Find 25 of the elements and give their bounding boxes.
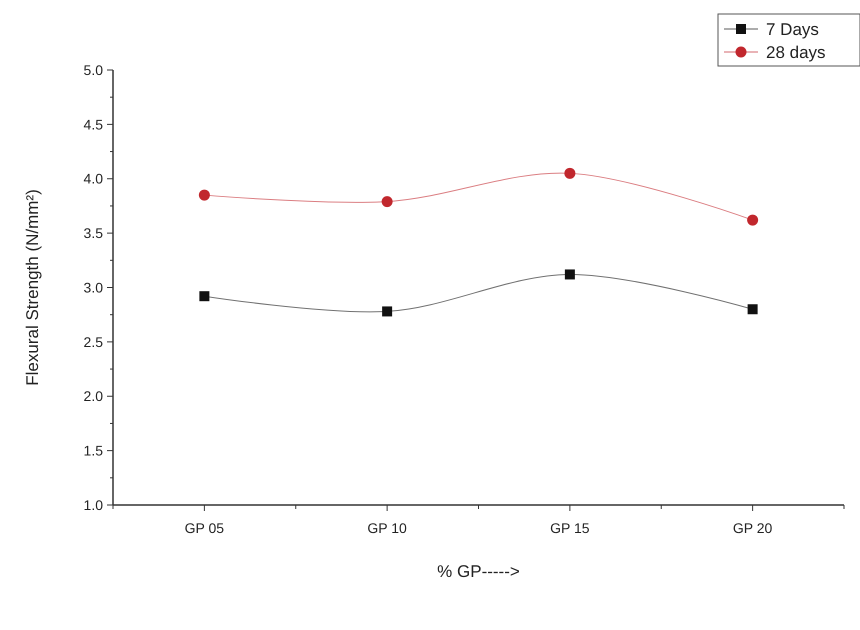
y-tick-label: 4.5	[84, 116, 104, 132]
y-tick-label: 2.5	[84, 334, 104, 350]
x-tick-label: GP 10	[367, 520, 408, 536]
y-axis-title: Flexural Strength (N/mm²)	[23, 189, 42, 386]
x-tick-label: GP 15	[550, 520, 590, 536]
y-tick-label: 3.0	[84, 279, 104, 296]
y-tick-label: 4.0	[84, 170, 104, 187]
x-axis-title: % GP----->	[437, 562, 520, 581]
y-tick-label: 1.5	[84, 442, 104, 459]
point	[747, 214, 758, 226]
y-tick-label: 1.0	[84, 496, 104, 513]
point	[748, 304, 758, 314]
x-tick-label: GP 20	[732, 520, 773, 536]
point	[198, 190, 210, 201]
point	[199, 291, 210, 302]
y-tick-label: 3.5	[84, 225, 104, 242]
point	[564, 269, 575, 280]
point	[382, 196, 393, 208]
legend-label: 28 days	[766, 42, 826, 62]
x-tick-label: GP 05	[184, 520, 224, 536]
point	[564, 168, 576, 179]
y-tick-label: 5.0	[84, 62, 104, 78]
legend-label: 7 Days	[766, 20, 819, 39]
point	[382, 306, 392, 316]
y-tick-label: 2.0	[84, 388, 104, 404]
